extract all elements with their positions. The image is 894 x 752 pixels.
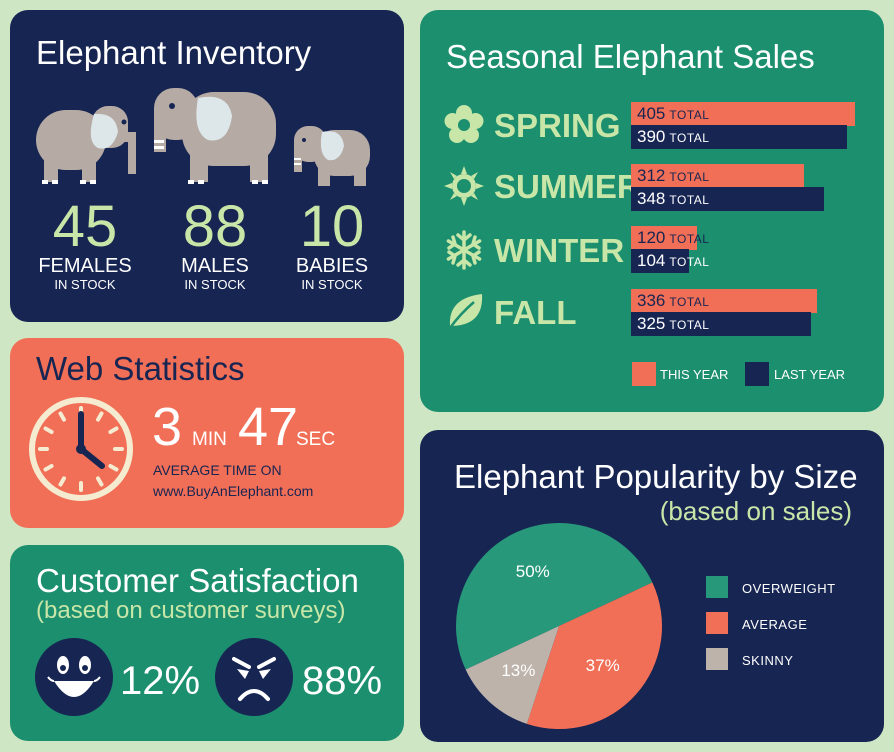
minutes-unit: MIN <box>192 429 227 450</box>
happy-face-icon <box>35 638 113 716</box>
web-caption-line1: AVERAGE TIME ON <box>153 462 282 478</box>
bar-spring-last-year: 390 TOTAL <box>631 125 847 149</box>
legend-swatch-this-year <box>632 362 656 386</box>
babies-count: 10 <box>299 194 365 259</box>
inventory-title: Elephant Inventory <box>36 34 312 71</box>
females-count: 45 <box>52 194 118 259</box>
bar-winter-last-year: 104 TOTAL <box>631 249 709 273</box>
males-count: 88 <box>182 194 248 259</box>
popularity-subtitle: (based on sales) <box>659 496 852 526</box>
bar-value-label: 120 TOTAL <box>637 228 710 247</box>
web-caption-line2: www.BuyAnElephant.com <box>153 483 314 499</box>
angry-percent: 88% <box>302 659 383 703</box>
bar-summer-this-year: 312 TOTAL <box>631 164 804 188</box>
seconds-value: 47 <box>238 397 299 457</box>
bar-winter-this-year: 120 TOTAL <box>631 226 709 250</box>
bar-spring-this-year: 405 TOTAL <box>631 102 855 126</box>
elephant-female-icon <box>36 106 136 184</box>
seasonal-sales-panel: Seasonal Elephant Sales SPRING SUMMER <box>420 10 884 412</box>
sales-chart-title: Seasonal Elephant Sales <box>446 38 815 75</box>
angry-face-icon <box>215 638 293 716</box>
inventory-panel: Elephant Inventory <box>10 10 404 322</box>
pie-label-skinny: 13% <box>501 660 536 680</box>
bar-value-label: 336 TOTAL <box>637 291 710 310</box>
legend-swatch-skinny <box>706 648 728 670</box>
web-statistics-title: Web Statistics <box>36 350 245 387</box>
happy-percent: 12% <box>120 659 201 703</box>
females-sublabel: IN STOCK <box>54 277 116 292</box>
customer-satisfaction-panel: Customer Satisfaction (based on customer… <box>10 545 404 741</box>
season-label-spring: SPRING <box>494 107 621 144</box>
bar-value-label: 104 TOTAL <box>637 251 710 270</box>
legend-swatch-average <box>706 612 728 634</box>
bar-value-label: 405 TOTAL <box>637 104 710 123</box>
males-sublabel: IN STOCK <box>184 277 246 292</box>
season-label-fall: FALL <box>494 294 577 331</box>
legend-label-skinny: SKINNY <box>742 653 794 668</box>
legend-swatch-last-year <box>745 362 769 386</box>
satisfaction-subtitle: (based on customer surveys) <box>36 597 346 624</box>
legend-swatch-overweight <box>706 576 728 598</box>
satisfaction-title: Customer Satisfaction <box>36 562 359 599</box>
bar-value-label: 390 TOTAL <box>637 127 710 146</box>
popularity-title: Elephant Popularity by Size <box>454 458 858 495</box>
bar-fall-this-year: 336 TOTAL <box>631 289 817 313</box>
bar-fall-last-year: 325 TOTAL <box>631 312 811 336</box>
popularity-panel: Elephant Popularity by Size (based on sa… <box>420 430 884 742</box>
leaf-icon <box>448 294 483 329</box>
bar-value-label: 325 TOTAL <box>637 314 710 333</box>
flower-icon <box>444 105 484 143</box>
pie-slice-skinny <box>465 626 559 724</box>
pie-slice-average <box>526 582 662 729</box>
bar-summer-last-year: 348 TOTAL <box>631 187 824 211</box>
legend-label-average: AVERAGE <box>742 617 808 632</box>
males-label: MALES <box>181 255 249 277</box>
elephant-male-icon <box>154 88 276 184</box>
legend-label-overweight: OVERWEIGHT <box>742 581 836 596</box>
web-statistics-panel: Web Statistics 3 MIN 47 SEC AVERAGE TIME… <box>10 338 404 528</box>
legend-label-this-year: THIS YEAR <box>660 367 729 382</box>
pie-label-overweight: 50% <box>515 561 550 581</box>
pie-label-average: 37% <box>585 655 620 675</box>
season-label-summer: SUMMER <box>494 168 641 205</box>
seconds-unit: SEC <box>296 429 336 450</box>
elephant-baby-icon <box>294 126 370 186</box>
babies-sublabel: IN STOCK <box>301 277 363 292</box>
bar-value-label: 348 TOTAL <box>637 189 710 208</box>
females-label: FEMALES <box>38 255 132 277</box>
babies-label: BABIES <box>295 255 369 277</box>
minutes-value: 3 <box>152 397 183 457</box>
legend-label-last-year: LAST YEAR <box>774 367 846 382</box>
bar-value-label: 312 TOTAL <box>637 166 710 185</box>
season-label-winter: WINTER <box>494 232 625 269</box>
snowflake-icon <box>446 230 482 270</box>
clock-icon <box>29 397 133 501</box>
popularity-pie <box>456 523 662 729</box>
pie-slice-overweight <box>456 523 653 670</box>
sun-icon <box>444 166 484 206</box>
